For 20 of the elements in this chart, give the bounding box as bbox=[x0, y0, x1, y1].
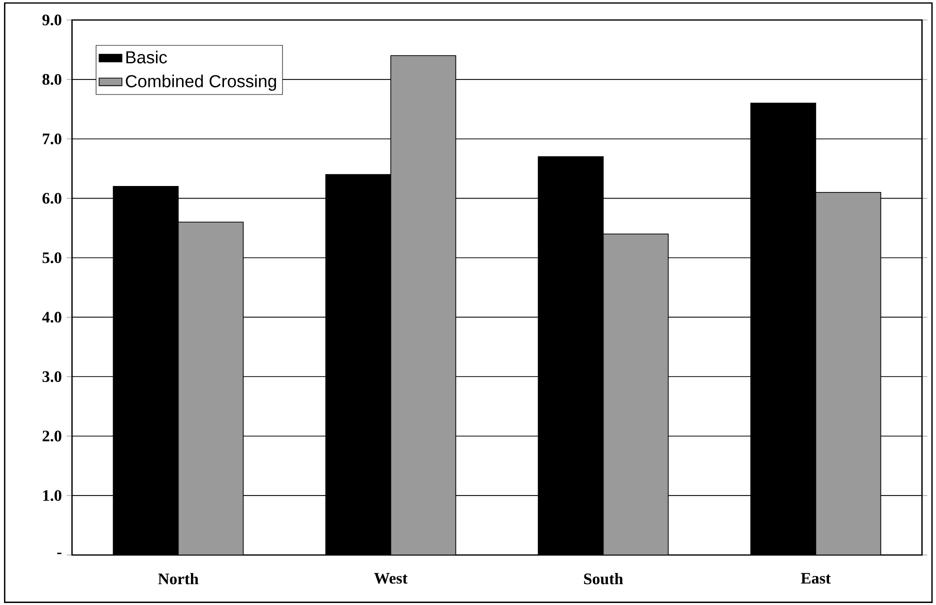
y-tick-label: 5.0 bbox=[42, 252, 62, 264]
x-tick-label: North bbox=[158, 573, 198, 584]
bar bbox=[602, 234, 669, 555]
legend-label: Basic bbox=[126, 50, 167, 64]
y-tick-label: 6.0 bbox=[42, 192, 62, 204]
y-tick-label: - bbox=[57, 552, 62, 554]
y-tick-label: 2.0 bbox=[42, 430, 62, 442]
y-tick-label: 3.0 bbox=[42, 371, 62, 382]
y-tick-label: 8.0 bbox=[42, 74, 62, 85]
bar bbox=[390, 55, 456, 555]
bar bbox=[178, 222, 244, 555]
x-tick-label: South bbox=[584, 573, 624, 584]
legend-label: Combined Crossing bbox=[126, 74, 276, 91]
x-tick-label: East bbox=[800, 573, 831, 584]
y-tick-label: 7.0 bbox=[42, 133, 62, 144]
y-tick-label: 9.0 bbox=[42, 14, 62, 26]
y-tick-label: 1.0 bbox=[43, 490, 62, 501]
x-tick-label: West bbox=[374, 573, 408, 584]
y-tick-label: 4.0 bbox=[42, 312, 62, 323]
bar bbox=[815, 192, 882, 555]
